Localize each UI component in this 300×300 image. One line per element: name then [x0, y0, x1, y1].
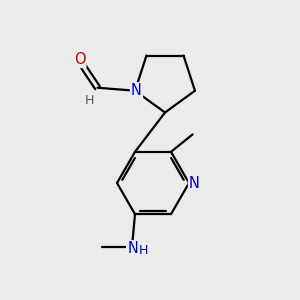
Text: N: N [127, 241, 138, 256]
Text: H: H [139, 244, 148, 257]
Text: N: N [189, 176, 200, 190]
Text: H: H [85, 94, 94, 107]
Text: O: O [74, 52, 85, 67]
Text: N: N [131, 83, 142, 98]
